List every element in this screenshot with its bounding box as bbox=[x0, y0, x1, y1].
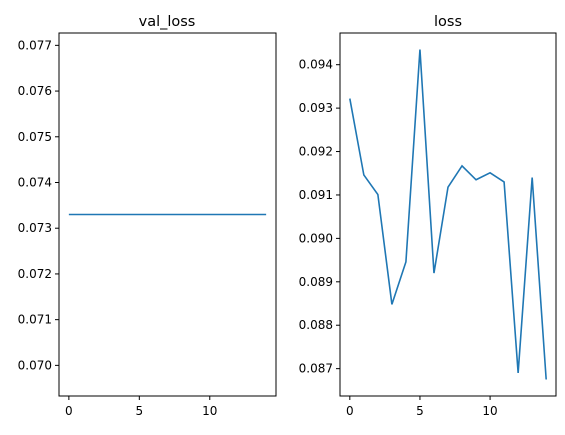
val-loss-ytick-label: 0.072 bbox=[18, 267, 52, 281]
loss-xtick-label: 10 bbox=[482, 404, 497, 418]
loss-ytick-label: 0.092 bbox=[299, 145, 333, 159]
val-loss-ytick-label: 0.075 bbox=[18, 130, 52, 144]
loss-xtick-label: 5 bbox=[416, 404, 424, 418]
loss-title: loss bbox=[434, 14, 462, 30]
val-loss-ytick-label: 0.071 bbox=[18, 313, 52, 327]
val-loss-ytick-label: 0.077 bbox=[18, 38, 52, 52]
loss-ytick-label: 0.088 bbox=[299, 318, 333, 332]
val-loss-ytick-label: 0.074 bbox=[18, 175, 52, 189]
loss-ytick-label: 0.087 bbox=[299, 362, 333, 376]
val-loss-xtick-label: 0 bbox=[65, 404, 73, 418]
loss-ytick-label: 0.090 bbox=[299, 231, 333, 245]
loss-ytick-label: 0.093 bbox=[299, 101, 333, 115]
loss-xtick-label: 0 bbox=[346, 404, 354, 418]
loss-ytick-label: 0.091 bbox=[299, 188, 333, 202]
val-loss-title: val_loss bbox=[139, 14, 196, 30]
val-loss-ytick-label: 0.070 bbox=[18, 358, 52, 372]
val-loss-ytick-label: 0.073 bbox=[18, 221, 52, 235]
val-loss-xtick-label: 10 bbox=[202, 404, 217, 418]
val-loss-xtick-label: 5 bbox=[135, 404, 143, 418]
loss-ytick-label: 0.089 bbox=[299, 275, 333, 289]
loss-ytick-label: 0.094 bbox=[299, 58, 333, 72]
val-loss-ytick-label: 0.076 bbox=[18, 84, 52, 98]
